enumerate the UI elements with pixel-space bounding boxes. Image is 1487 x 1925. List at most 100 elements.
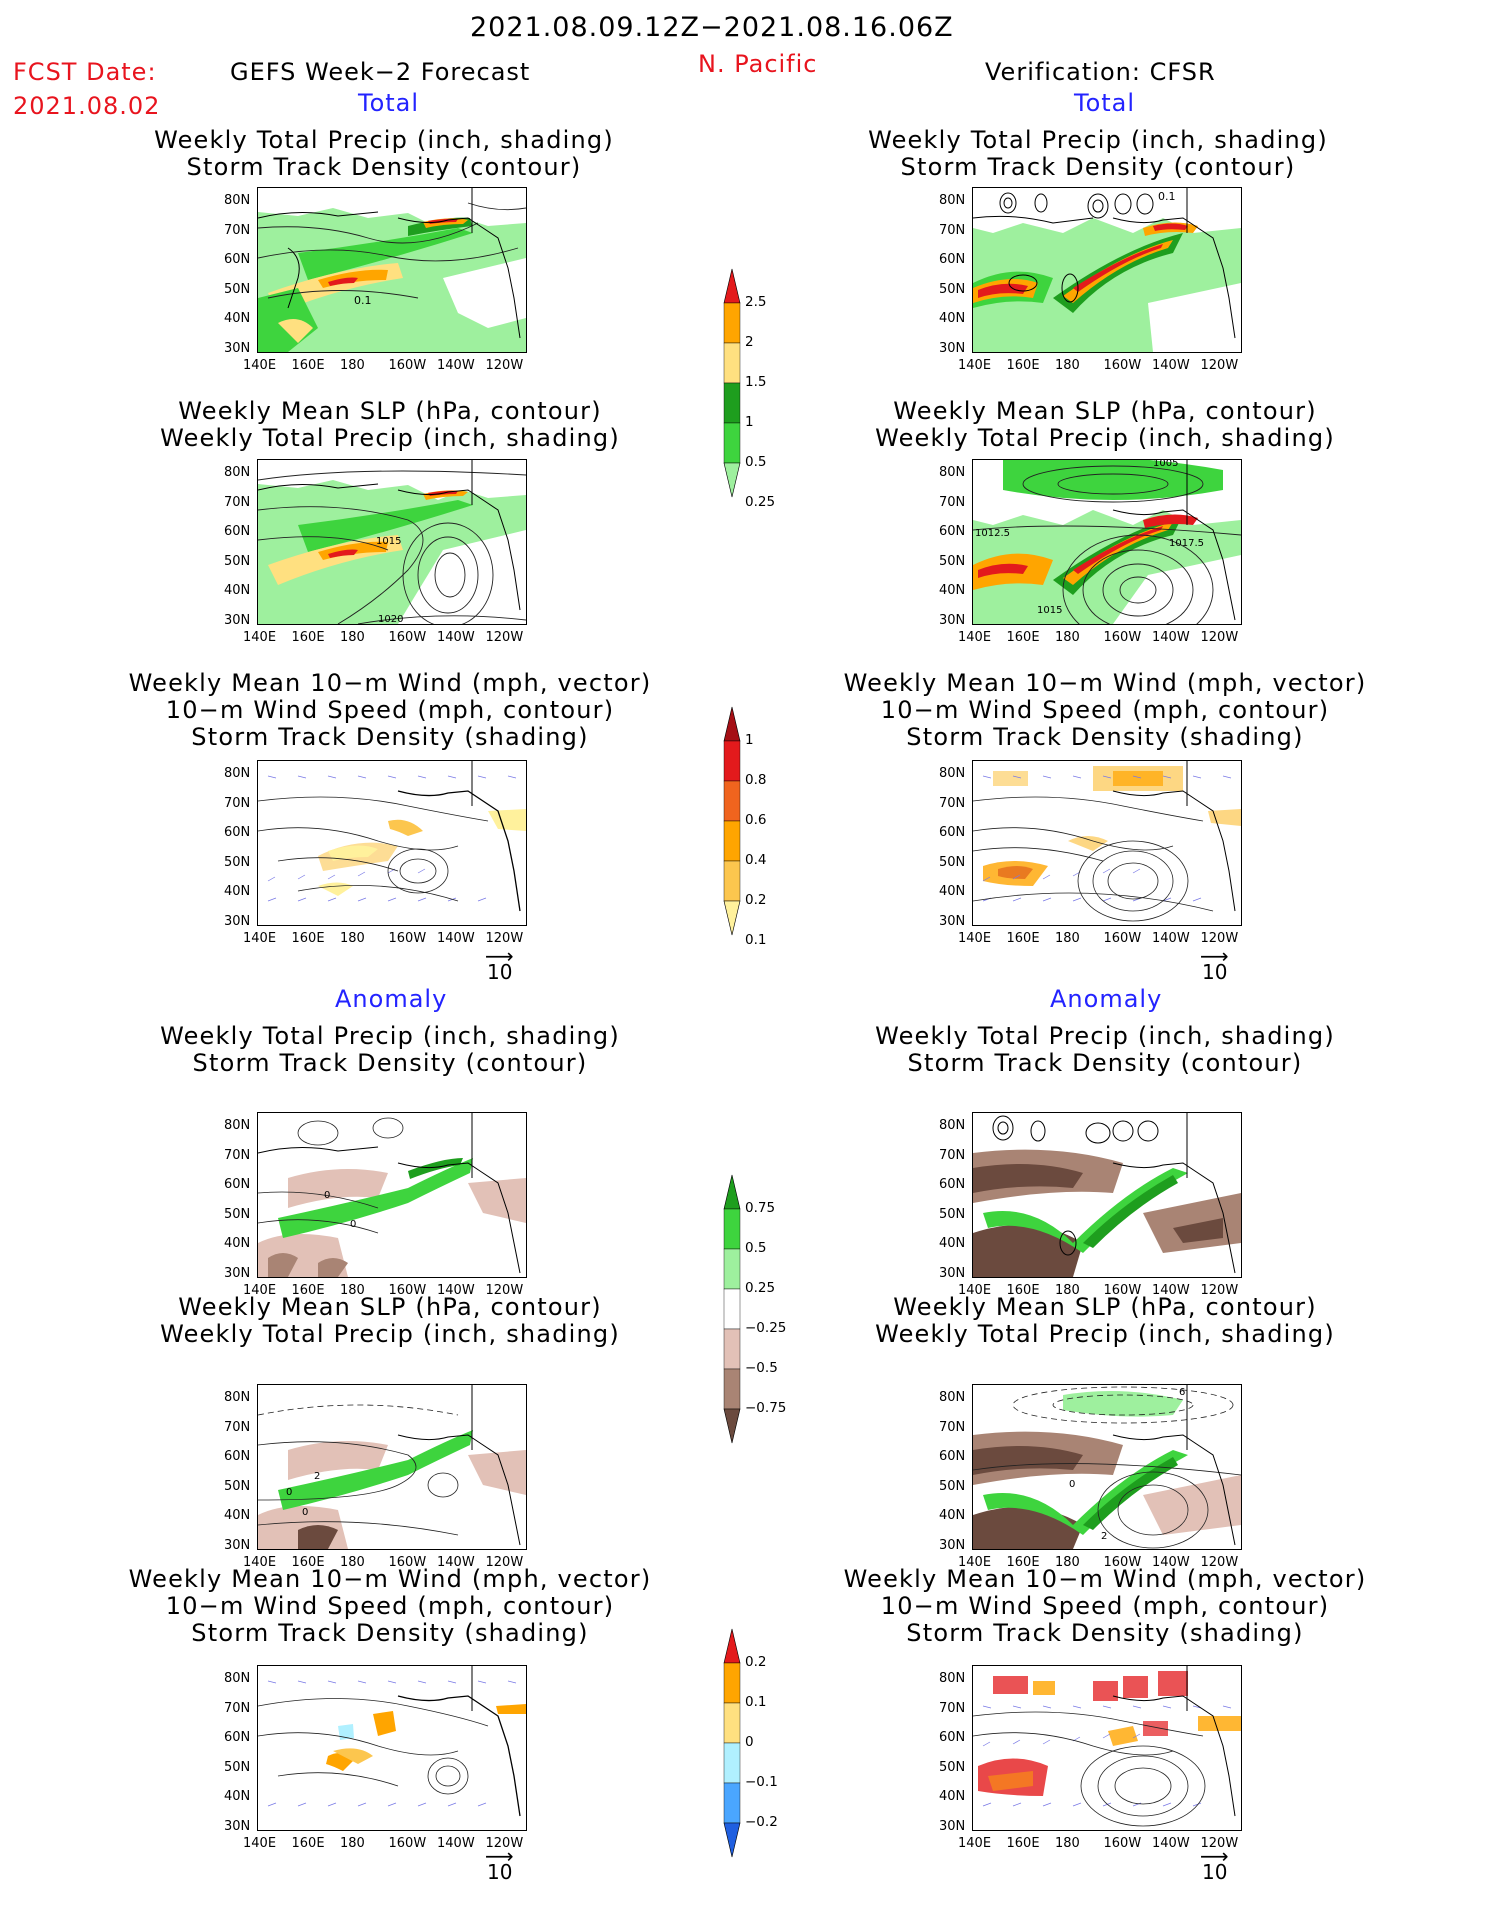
vector-ref-fcst-anom: ⟶ 10: [485, 1844, 514, 1884]
lat-tick-label: 40N: [224, 311, 251, 326]
lon-tick-label: 180: [340, 1836, 365, 1851]
colorbar-cap: [723, 706, 741, 742]
lat-tick-label: 40N: [224, 583, 251, 598]
contour-label: 1017.5: [1169, 538, 1204, 549]
lat-tick-label: 30N: [224, 340, 251, 356]
lat-tick-label: 70N: [224, 222, 251, 238]
lon-tick-label: 160W: [388, 1283, 427, 1298]
lat-tick-label: 60N: [939, 252, 966, 267]
lon-tick-label: 160E: [291, 630, 325, 645]
colorbar-segment: [723, 1208, 741, 1250]
product-title: GEFS Week−2 Forecast: [230, 58, 531, 86]
map-fcst-total-slp: 1015 1020: [257, 459, 527, 625]
lon-tick-label: 140E: [243, 358, 277, 373]
lon-tick-label: 180: [1055, 1283, 1080, 1298]
map-obs-total-wind: [972, 760, 1242, 926]
lat-tick-label: 30N: [224, 1265, 251, 1281]
lat-tick-label: 70N: [224, 1700, 251, 1716]
lon-tick-label: 160E: [291, 1555, 325, 1570]
lon-tick-label: 160W: [1103, 1555, 1142, 1570]
lon-tick-label: 140E: [243, 630, 277, 645]
map-fcst-anom-wind: [257, 1665, 527, 1831]
lat-tick-label: 50N: [939, 854, 966, 870]
contour-label: 0: [1069, 1479, 1075, 1490]
colorbar-label: 0.8: [745, 772, 767, 788]
colorbar-cap: [723, 268, 741, 304]
lon-tick-label: 160W: [1103, 931, 1142, 946]
colorbar-label: 0.2: [745, 1654, 767, 1670]
lat-tick-label: 70N: [939, 222, 966, 238]
lat-tick-label: 50N: [224, 281, 251, 297]
lon-tick-label: 120W: [1200, 1555, 1239, 1570]
colorbar-segment: [723, 342, 741, 384]
lon-tick-label: 140W: [1152, 1836, 1190, 1851]
lat-tick-label: 30N: [939, 1537, 966, 1553]
colorbar-label: 0.1: [745, 1694, 767, 1710]
caption-obs-anom-wind: Weekly Mean 10−m Wind (mph, vector) 10−m …: [843, 1565, 1367, 1647]
contour-label: 0: [286, 1487, 292, 1498]
lat-tick-label: 70N: [224, 1147, 251, 1163]
contour-label: 0: [350, 1219, 356, 1230]
lat-tick-label: 70N: [224, 494, 251, 510]
colorbar-label: −0.25: [745, 1320, 787, 1336]
lat-tick-label: 60N: [224, 825, 251, 840]
colorbar-label: 2: [745, 334, 754, 350]
lon-tick-label: 140W: [1152, 358, 1190, 373]
arrow-right-icon: ⟶: [1200, 944, 1229, 968]
lat-tick-label: 80N: [224, 766, 251, 781]
caption-obs-anom-slp: Weekly Mean SLP (hPa, contour) Weekly Tot…: [875, 1293, 1335, 1348]
lat-tick-label: 80N: [224, 1118, 251, 1133]
lat-tick-label: 80N: [939, 193, 966, 208]
lat-tick-label: 30N: [939, 1265, 966, 1281]
lat-tick-label: 50N: [224, 1478, 251, 1494]
lon-tick-label: 180: [1055, 358, 1080, 373]
colorbar-label: 2.5: [745, 294, 767, 310]
lat-tick-label: 80N: [939, 1671, 966, 1686]
colorbar-label: −0.2: [745, 1814, 778, 1830]
lat-tick-label: 70N: [939, 1700, 966, 1716]
lat-tick-label: 60N: [224, 252, 251, 267]
colorbar-label: 1.5: [745, 374, 767, 390]
colorbar-cap: [723, 1174, 741, 1210]
lat-tick-label: 50N: [224, 1759, 251, 1775]
lon-tick-label: 140E: [243, 1283, 277, 1298]
lat-tick-label: 70N: [224, 1419, 251, 1435]
lat-tick-label: 80N: [939, 1390, 966, 1405]
lat-tick-label: 60N: [224, 1449, 251, 1464]
lat-tick-label: 40N: [224, 884, 251, 899]
lon-tick-label: 140W: [437, 1283, 475, 1298]
lat-tick-label: 40N: [224, 1508, 251, 1523]
lon-tick-label: 160W: [388, 931, 427, 946]
lon-tick-label: 120W: [1200, 1283, 1239, 1298]
contour-label: 0.1: [1158, 190, 1176, 203]
colorbar-label: 0: [745, 1734, 754, 1750]
lon-tick-label: 140E: [958, 1836, 992, 1851]
lon-tick-label: 140W: [1152, 1555, 1190, 1570]
lat-tick-label: 80N: [939, 465, 966, 480]
lon-tick-label: 140E: [243, 1836, 277, 1851]
lon-tick-label: 160E: [1006, 630, 1040, 645]
lat-tick-label: 80N: [939, 1118, 966, 1133]
caption-obs-total-wind: Weekly Mean 10−m Wind (mph, vector) 10−m …: [843, 669, 1367, 751]
caption-fcst-anom-precip: Weekly Total Precip (inch, shading) Storm…: [160, 1022, 620, 1077]
lat-tick-label: 40N: [939, 1789, 966, 1804]
colorbar-cap: [723, 462, 741, 498]
lat-tick-label: 60N: [939, 1730, 966, 1745]
lon-tick-label: 120W: [485, 358, 524, 373]
colorbar-label: −0.1: [745, 1774, 778, 1790]
caption-fcst-total-wind: Weekly Mean 10−m Wind (mph, vector) 10−m …: [128, 669, 652, 751]
lon-tick-label: 120W: [485, 1555, 524, 1570]
lat-tick-label: 30N: [939, 612, 966, 628]
lon-tick-label: 120W: [485, 931, 524, 946]
colorbar-label: 0.1: [745, 932, 767, 948]
colorbar-segment: [723, 1662, 741, 1704]
vector-ref-obs-anom: ⟶ 10: [1200, 1844, 1229, 1884]
lat-tick-label: 50N: [939, 553, 966, 569]
lon-tick-label: 160E: [1006, 1283, 1040, 1298]
lon-tick-label: 160W: [1103, 1283, 1142, 1298]
colorbar-segment: [723, 1702, 741, 1744]
lon-tick-label: 160W: [388, 1555, 427, 1570]
lat-tick-label: 60N: [939, 825, 966, 840]
lon-tick-label: 120W: [1200, 1836, 1239, 1851]
lon-tick-label: 180: [1055, 630, 1080, 645]
